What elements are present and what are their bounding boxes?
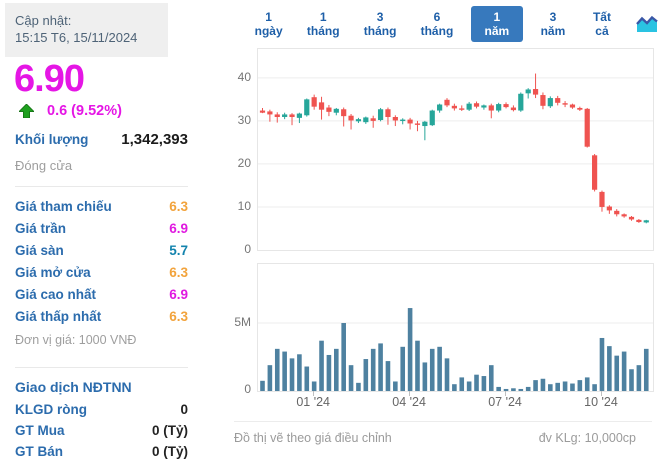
price-unit-note: Đơn vị giá: 1000 VNĐ xyxy=(15,333,137,347)
x-axis-tick xyxy=(409,391,411,396)
foreign-trading-title: Giao dịch NĐTNN xyxy=(15,379,132,395)
row-value: 6.3 xyxy=(169,308,188,324)
up-arrow-icon xyxy=(19,104,34,118)
tab-6-months[interactable]: 6 tháng xyxy=(414,6,460,42)
current-price: 6.90 xyxy=(14,58,85,100)
row-value: 0 xyxy=(180,402,188,417)
candlestick-chart[interactable] xyxy=(258,49,653,250)
volume-value: 1,342,393 xyxy=(121,131,188,148)
row-value: 6.3 xyxy=(169,198,188,214)
row-label: Giá mở cửa xyxy=(15,264,91,280)
price-change-row: 0.6 (9.52%) xyxy=(19,103,122,119)
price-axis-label: 30 xyxy=(237,112,251,127)
tab-1-day[interactable]: 1 ngày xyxy=(248,6,289,42)
price-axis-label: 20 xyxy=(237,155,251,170)
x-axis-label: 04 '24 xyxy=(392,395,426,409)
volume-label: Khối lượng xyxy=(15,132,89,147)
price-change-text: 0.6 (9.52%) xyxy=(47,103,122,119)
row-label: GT Bán xyxy=(15,444,64,459)
row-value: 0 (Tỷ) xyxy=(151,444,188,459)
time-range-tabs: 1 ngày 1 tháng 3 tháng 6 tháng 1 năm 3 n… xyxy=(248,6,658,42)
last-update-block: Cập nhật: 15:15 T6, 15/11/2024 xyxy=(5,3,168,57)
row-label: GT Mua xyxy=(15,423,65,438)
area-chart-icon xyxy=(636,15,658,32)
table-row-buy-value: GT Mua 0 (Tỷ) xyxy=(15,420,188,441)
update-label: Cập nhật: xyxy=(15,13,72,28)
row-label: Giá thấp nhất xyxy=(15,308,102,324)
tab-all[interactable]: Tất cả xyxy=(583,6,621,42)
row-label: Giá trần xyxy=(15,220,67,236)
price-axis-label: 40 xyxy=(237,69,251,84)
volume-axis-label: 5M xyxy=(234,315,251,329)
row-value: 6.9 xyxy=(169,286,188,302)
tab-3-months[interactable]: 3 tháng xyxy=(357,6,403,42)
row-value: 6.9 xyxy=(169,220,188,236)
table-row-high: Giá cao nhất 6.9 xyxy=(15,283,188,305)
row-value: 5.7 xyxy=(169,242,188,258)
table-row-low: Giá thấp nhất 6.3 xyxy=(15,305,188,327)
row-label: KLGD ròng xyxy=(15,402,87,417)
chart-type-button[interactable] xyxy=(636,15,658,33)
tab-1-month[interactable]: 1 tháng xyxy=(300,6,346,42)
footer-note-right: đv KLg: 10,000cp xyxy=(538,431,636,445)
row-value: 0 (Tỷ) xyxy=(151,423,188,438)
footer-note-left: Đồ thị vẽ theo giá điều chỉnh xyxy=(234,431,392,445)
divider xyxy=(15,367,188,368)
table-row-sell-value: GT Bán 0 (Tỷ) xyxy=(15,441,188,462)
price-info-table: Giá tham chiếu 6.3 Giá trần 6.9 Giá sàn … xyxy=(15,195,188,327)
x-axis-label: 01 '24 xyxy=(296,395,330,409)
price-axis-label: 0 xyxy=(244,242,251,256)
tab-3-years[interactable]: 3 năm xyxy=(534,6,572,42)
price-chart-panel[interactable] xyxy=(257,48,654,251)
volume-axis-label: 0 xyxy=(244,382,251,396)
price-axis-label: 10 xyxy=(237,198,251,213)
table-row-ceiling: Giá trần 6.9 xyxy=(15,217,188,239)
row-value: 6.3 xyxy=(169,264,188,280)
x-axis-label: 10 '24 xyxy=(584,395,618,409)
row-label: Giá cao nhất xyxy=(15,286,97,302)
divider xyxy=(15,186,188,187)
row-label: Giá sàn xyxy=(15,242,64,258)
row-label: Giá tham chiếu xyxy=(15,198,112,214)
x-axis-label: 07 '24 xyxy=(488,395,522,409)
volume-row: Khối lượng 1,342,393 xyxy=(15,131,188,148)
x-axis-tick xyxy=(505,391,507,396)
foreign-trading-table: KLGD ròng 0 GT Mua 0 (Tỷ) GT Bán 0 (Tỷ) xyxy=(15,399,188,462)
table-row-open: Giá mở cửa 6.3 xyxy=(15,261,188,283)
footer-divider xyxy=(234,421,652,422)
close-price-label: Đóng cửa xyxy=(15,158,73,173)
table-row-reference: Giá tham chiếu 6.3 xyxy=(15,195,188,217)
x-axis-tick xyxy=(600,391,602,396)
volume-chart[interactable] xyxy=(258,264,653,391)
table-row-floor: Giá sàn 5.7 xyxy=(15,239,188,261)
update-time: 15:15 T6, 15/11/2024 xyxy=(15,30,138,45)
tab-1-year[interactable]: 1 năm xyxy=(470,6,523,42)
table-row-net-volume: KLGD ròng 0 xyxy=(15,399,188,420)
x-axis-tick xyxy=(313,391,315,396)
volume-chart-panel[interactable] xyxy=(257,263,654,392)
